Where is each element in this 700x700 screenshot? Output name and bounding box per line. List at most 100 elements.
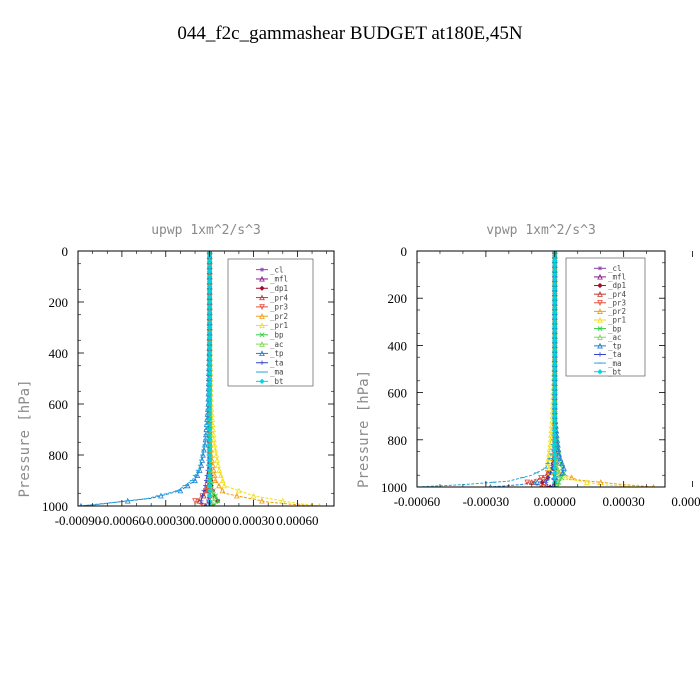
data-point [207,401,213,407]
panel-title: vpwp 1xm^2/s^3 [486,223,596,238]
legend-entry: _pr1 [594,316,626,325]
series-line-ma [78,251,211,506]
x-tick-label: 0.00060 [671,494,700,509]
legend-box [565,257,646,377]
data-point [218,472,224,478]
y-tick-label: 200 [49,295,69,310]
data-point [219,477,226,484]
series-markers-tp [79,251,213,506]
legend-label: _pr2 [270,312,288,321]
legend-label: _cl [270,265,284,274]
y-tick-label: 0 [62,244,69,259]
data-point [543,480,549,485]
data-point [545,475,551,480]
data-point [207,493,213,499]
data-point [207,324,213,331]
legend-entry: _bp [256,331,284,340]
panel-vpwp: vpwp 1xm^2/s^3 Pressure [hPa] 0 200 400 600 80… [356,223,700,509]
legend-marker [597,308,603,314]
data-point [211,436,217,443]
x-tick-label: -0.00090 [55,513,102,528]
y-tick-label: 1000 [42,499,68,514]
data-point [207,304,213,310]
legend-marker [597,300,603,306]
data-point [207,345,213,351]
legend-entry: _pr2 [594,307,626,316]
data-point [198,498,204,504]
data-point [250,492,257,499]
data-point [213,451,220,458]
legend-label: _ta [608,350,622,359]
legend-entry: _mfl [256,275,288,284]
legend-marker [259,313,265,319]
data-point [207,294,213,300]
panel-title: upwp 1xm^2/s^3 [151,223,261,238]
legend-marker [259,332,265,338]
data-point [540,484,547,487]
y-tick-label: 1000 [381,480,407,495]
legend-entry: _pr4 [594,290,627,299]
data-point [207,396,213,402]
legend-box [227,258,314,387]
data-point [207,299,213,305]
legend-label: _pr3 [270,303,288,312]
data-point [207,391,213,397]
data-point [207,488,213,494]
legend-marker [597,342,603,349]
y-axis-label: Pressure [hPa] [356,370,372,488]
data-point [207,437,213,443]
data-point [212,477,219,484]
y-tick-label: 600 [388,386,408,401]
data-point [216,482,222,489]
legend-label: _ma [270,368,284,377]
legend: _cl_mfl_dp1_pr4_pr3_pr2_pr1_bp_ac_tp_ta_… [227,258,314,387]
legend-label: _cl [608,264,622,273]
legend-label: _tp [270,349,284,358]
legend-entry: _ac [256,340,284,349]
series-markers-ma [417,251,557,487]
legend-marker [597,326,603,332]
data-point [207,365,213,371]
y-tick-label: 0 [401,244,408,259]
data-point [207,472,213,479]
data-point [214,457,220,463]
data-point [207,284,213,290]
data-point [538,474,544,481]
data-point [207,319,213,326]
legend-entry: _pr4 [256,293,289,302]
legend-label: _bt [270,377,284,386]
data-point [219,487,226,494]
data-point [207,477,213,484]
data-point [534,479,541,485]
data-point [207,268,213,275]
x-tick-label: -0.00060 [394,494,441,509]
legend-label: _pr2 [608,307,626,316]
data-point [210,497,217,504]
y-tick-label: 400 [49,346,69,361]
legend-label: _ac [270,340,284,349]
legend-entry: _ta [594,350,622,359]
legend-entry: _pr2 [256,312,288,321]
legend-marker [259,267,265,272]
legend-entry: _ta [256,358,284,367]
data-point [556,474,563,481]
series-markers-bt [207,251,213,506]
data-point [207,309,213,315]
data-point [207,370,213,377]
data-point [207,375,213,382]
legend-entry: _dp1 [256,284,288,293]
y-tick-label: 800 [388,433,408,448]
data-point [203,483,208,488]
series-line-ma [417,251,556,487]
legend-entry: _ac [594,333,622,342]
legend-label: _mfl [608,273,626,282]
legend-marker [259,304,265,310]
x-tick-label: 0.00030 [603,494,645,509]
data-point [524,479,531,486]
legend-label: _bt [608,367,622,376]
data-point [562,474,569,481]
legend: _cl_mfl_dp1_pr4_pr3_pr2_pr1_bp_ac_tp_ta_… [565,257,646,377]
legend-marker [259,275,265,282]
legend-label: _bp [270,331,284,340]
data-point [200,503,207,506]
